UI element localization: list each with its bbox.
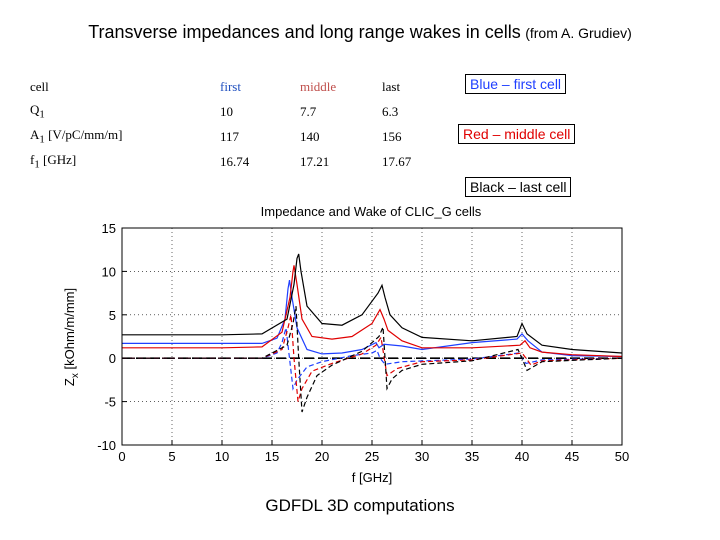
series-line-1 bbox=[122, 265, 623, 358]
table-header-last: last bbox=[382, 78, 401, 94]
param-unit: [GHz] bbox=[39, 152, 77, 168]
table-header-row: cell first middle last bbox=[30, 74, 442, 99]
param-unit: [V/pC/mm/m] bbox=[44, 127, 123, 143]
title-source: (from A. Grudiev) bbox=[525, 25, 632, 41]
y-tick-label: -10 bbox=[97, 438, 116, 453]
table-cell: 6.3 bbox=[382, 103, 399, 119]
series-line-4 bbox=[122, 314, 623, 402]
chart-ticks: 0 5 10 15 20 25 30 35 40 45 50 -10 -5 0 5 10 15 bbox=[97, 221, 629, 464]
table-header-cell: cell bbox=[30, 78, 49, 94]
param-symbol: A bbox=[30, 127, 40, 143]
table-cell: 117 bbox=[220, 128, 240, 144]
param-symbol: Q bbox=[30, 102, 40, 118]
table-row: Q1 10 7.7 6.3 bbox=[30, 99, 442, 124]
table-row: A1 [V/pC/mm/m] 117 140 156 bbox=[30, 124, 442, 149]
param-subscript: 1 bbox=[34, 158, 40, 171]
table-header-middle: middle bbox=[300, 78, 337, 94]
param-subscript: 1 bbox=[39, 108, 45, 121]
series-line-0 bbox=[122, 279, 623, 358]
caption: GDFDL 3D computations bbox=[265, 496, 455, 515]
series-line-2 bbox=[122, 253, 623, 354]
y-tick-label: -5 bbox=[104, 395, 116, 410]
x-tick-label: 0 bbox=[118, 449, 125, 464]
table-cell: 156 bbox=[382, 128, 402, 144]
table-cell: 140 bbox=[300, 128, 320, 144]
x-axis-label: f [GHz] bbox=[352, 470, 392, 485]
cell-parameters-table: cell first middle last Q1 10 7.7 6.3 A1 … bbox=[30, 74, 442, 174]
x-tick-label: 40 bbox=[515, 449, 529, 464]
chart-grid bbox=[121, 227, 623, 446]
table-cell: 17.67 bbox=[382, 153, 412, 169]
chart-title: Impedance and Wake of CLIC_G cells bbox=[261, 204, 482, 219]
row-label-q1: Q1 bbox=[30, 99, 220, 124]
series-line-5 bbox=[122, 305, 623, 413]
x-tick-label: 20 bbox=[315, 449, 329, 464]
y-tick-label: 10 bbox=[102, 264, 116, 279]
y-tick-label: 0 bbox=[109, 351, 116, 366]
title-main: Transverse impedances and long range wak… bbox=[88, 22, 521, 42]
x-tick-label: 25 bbox=[365, 449, 379, 464]
table-cell: 10 bbox=[220, 103, 233, 119]
x-tick-label: 15 bbox=[265, 449, 279, 464]
legend-middle-cell: Red – middle cell bbox=[458, 124, 576, 144]
x-tick-label: 10 bbox=[215, 449, 229, 464]
table-cell: 16.74 bbox=[220, 153, 250, 169]
y-axis-label-group: Zx [kOhm/m/mm] bbox=[62, 288, 81, 386]
table-header-first: first bbox=[220, 78, 241, 94]
param-symbol: f bbox=[30, 152, 35, 168]
y-tick-label: 15 bbox=[102, 221, 116, 236]
legend-first-cell: Blue – first cell bbox=[465, 74, 567, 94]
y-axis-label: Zx [kOhm/m/mm] bbox=[62, 288, 81, 386]
table-cell: 17.21 bbox=[300, 153, 330, 169]
slide-title: Transverse impedances and long range wak… bbox=[0, 22, 720, 43]
table-row: f1 [GHz] 16.74 17.21 17.67 bbox=[30, 149, 442, 174]
x-tick-label: 5 bbox=[168, 449, 175, 464]
param-subscript: 1 bbox=[39, 133, 45, 146]
legend-last-cell: Black – last cell bbox=[465, 177, 572, 197]
row-label-a1: A1 [V/pC/mm/m] bbox=[30, 124, 220, 149]
x-tick-label: 50 bbox=[615, 449, 629, 464]
x-tick-label: 35 bbox=[465, 449, 479, 464]
x-tick-label: 45 bbox=[565, 449, 579, 464]
row-label-f1: f1 [GHz] bbox=[30, 149, 220, 174]
x-tick-label: 30 bbox=[415, 449, 429, 464]
table-cell: 7.7 bbox=[300, 103, 317, 119]
chart-series bbox=[122, 253, 623, 413]
y-tick-label: 5 bbox=[109, 308, 116, 323]
